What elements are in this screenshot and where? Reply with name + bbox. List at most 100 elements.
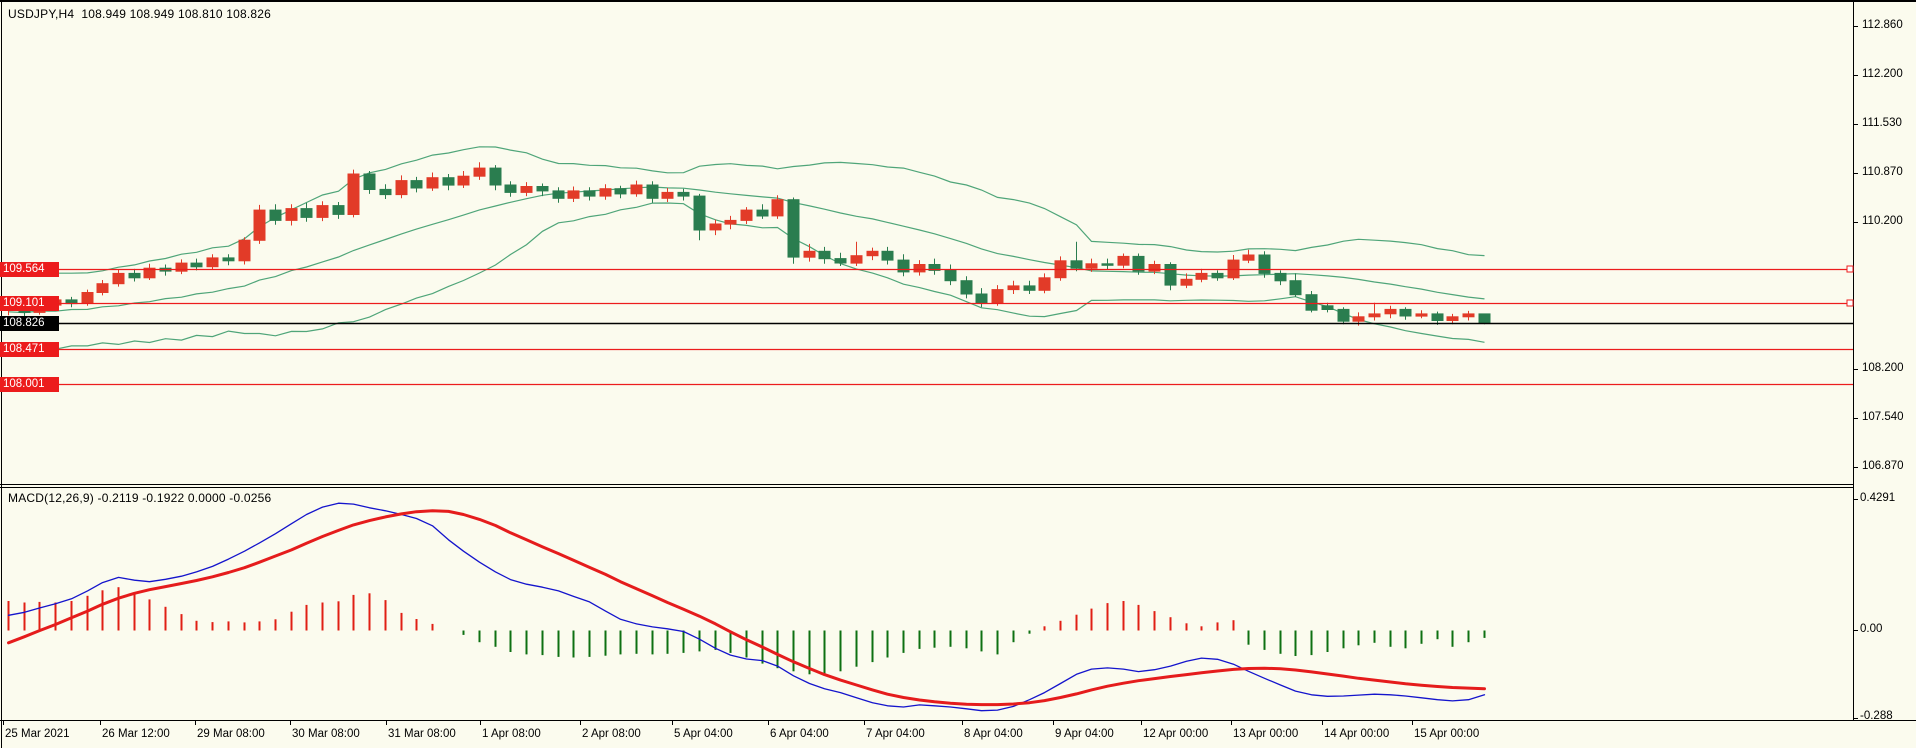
price-axis-label: 108.200 [1862,361,1904,374]
bullish-candle [630,180,643,197]
bullish-candle [567,186,580,202]
bullish-candle [1195,268,1208,283]
price-line-tag: 108.471 [0,341,59,357]
price-axis-label: 106.870 [1862,459,1904,472]
bullish-candle [771,195,784,219]
bearish-candle [1258,251,1271,278]
bullish-candle [347,169,360,218]
bearish-candle [1321,302,1334,313]
time-axis-label: 25 Mar 2021 [5,728,70,740]
bearish-candle [552,187,565,203]
bullish-candle [473,162,486,180]
bullish-candle [1415,310,1428,319]
bearish-candle [881,246,894,265]
bullish-candle [850,241,863,266]
time-axis-label: 30 Mar 08:00 [292,728,360,740]
price-axis-label: 110.870 [1862,165,1903,178]
bullish-candle [866,247,879,261]
bearish-candle [1070,241,1083,272]
bullish-candle [520,182,533,197]
price-axis-label: 112.200 [1862,67,1903,80]
time-axis-label: 26 Mar 12:00 [102,728,170,740]
macd-indicator-readout: MACD(12,26,9) -0.2119 -0.1922 0.0000 -0.… [8,491,272,505]
bullish-candle [1227,255,1240,280]
bearish-candle [332,202,345,219]
bearish-candle [818,246,831,264]
bearish-candle [646,181,659,203]
bearish-candle [489,165,502,191]
bullish-candle [1462,310,1475,321]
bearish-candle [1274,270,1287,286]
bearish-candle [1305,291,1318,313]
bearish-candle [1164,262,1177,291]
symbol-ohlc-readout: USDJPY,H4 108.949 108.949 108.810 108.82… [8,7,272,21]
bearish-candle [756,204,769,219]
time-axis-label: 6 Apr 04:00 [770,728,829,740]
bullish-candle [740,207,753,224]
bearish-candle [379,184,392,199]
bullish-candle [206,254,219,270]
bearish-candle [583,187,596,201]
bearish-candle [269,204,282,225]
time-axis-label: 2 Apr 08:00 [582,728,641,740]
bearish-candle [1101,258,1114,270]
bullish-candle [1446,313,1459,325]
bearish-candle [504,181,517,197]
price-line-tag: 108.001 [0,376,59,392]
bullish-candle [143,263,156,280]
bullish-candle [96,280,109,296]
bullish-candle [913,260,926,276]
bullish-candle [112,269,125,287]
bearish-candle [1023,280,1036,294]
time-axis-label: 29 Mar 08:00 [197,728,265,740]
bearish-candle [975,288,988,308]
bearish-candle [442,174,455,191]
bullish-candle [599,184,612,200]
bearish-candle [410,176,423,193]
bearish-candle [363,171,376,194]
time-axis-label: 14 Apr 00:00 [1324,728,1390,740]
bullish-candle [991,285,1004,306]
bullish-candle [285,204,298,226]
macd-line [7,502,1486,712]
bearish-candle [1289,273,1302,297]
bullish-candle [238,237,251,265]
bullish-candle [803,243,816,262]
bearish-candle [128,268,141,282]
bollinger-middle-band [8,186,1485,314]
bullish-candle [709,219,722,236]
time-axis-label: 12 Apr 00:00 [1143,728,1209,740]
bearish-candle [834,252,847,266]
bullish-candle [1007,280,1020,294]
bullish-candle [1148,260,1161,275]
bearish-candle [787,197,800,264]
price-line-tag: 109.564 [0,261,59,277]
bearish-candle [693,193,706,241]
bullish-candle [395,175,408,199]
bearish-candle [536,183,549,197]
price-axis-label: 111.530 [1862,116,1902,129]
price-axis-label: 107.540 [1862,410,1904,423]
bullish-candle [1038,273,1051,294]
bullish-candle [316,201,329,222]
price-line-tag: 109.101 [0,295,59,311]
bullish-candle [1180,273,1193,289]
bullish-candle [661,188,674,202]
time-axis-label: 13 Apr 00:00 [1233,728,1299,740]
bearish-candle [960,276,973,299]
bullish-candle [1242,249,1255,264]
macd-signal-line [7,509,1486,707]
bollinger-lower-band [8,202,1485,354]
time-axis-label: 7 Apr 04:00 [866,728,925,740]
bearish-candle [65,296,78,308]
bullish-candle [724,215,737,230]
time-axis-label: 8 Apr 04:00 [964,728,1023,740]
trendline-handle [1846,299,1854,307]
bullish-candle [175,259,188,275]
bearish-candle [1478,313,1491,325]
bearish-candle [1431,311,1444,325]
macd-axis-label: -0.288 [1860,710,1893,722]
bullish-candle [1054,256,1067,281]
